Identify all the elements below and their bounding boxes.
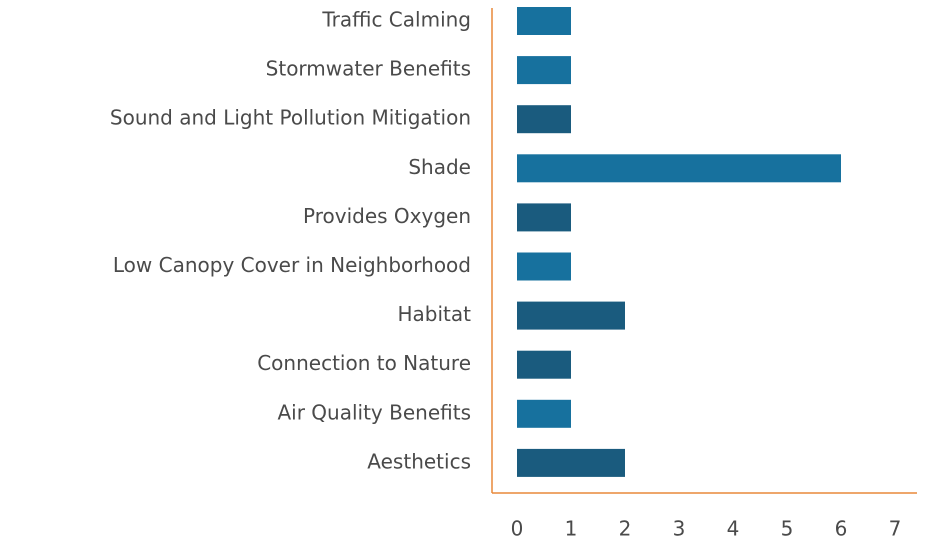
bar bbox=[517, 399, 571, 428]
y-tick-label: Habitat bbox=[398, 302, 472, 326]
y-tick-label: Provides Oxygen bbox=[303, 204, 471, 228]
x-tick-label: 6 bbox=[835, 517, 848, 541]
y-tick-label: Aesthetics bbox=[367, 449, 471, 473]
y-tick-label: Stormwater Benefits bbox=[266, 57, 471, 81]
y-tick-label: Air Quality Benefits bbox=[277, 400, 471, 424]
bar bbox=[517, 105, 571, 134]
y-tick-label: Low Canopy Cover in Neighborhood bbox=[113, 253, 471, 277]
bar bbox=[517, 203, 571, 232]
bar bbox=[517, 448, 625, 477]
x-tick-label: 4 bbox=[727, 517, 740, 541]
bar bbox=[517, 56, 571, 85]
x-tick-label: 1 bbox=[565, 517, 578, 541]
x-tick-label: 3 bbox=[673, 517, 686, 541]
bar bbox=[517, 154, 841, 183]
y-tick-label: Shade bbox=[408, 155, 471, 179]
bar bbox=[517, 7, 571, 35]
y-tick-label: Connection to Nature bbox=[257, 351, 471, 375]
x-tick-label: 0 bbox=[511, 517, 524, 541]
y-tick-label: Sound and Light Pollution Mitigation bbox=[110, 106, 471, 130]
bar bbox=[517, 350, 571, 379]
x-tick-label: 7 bbox=[889, 517, 902, 541]
x-tick-label: 5 bbox=[781, 517, 794, 541]
x-tick-label: 2 bbox=[619, 517, 632, 541]
bar bbox=[517, 252, 571, 281]
bar bbox=[517, 301, 625, 330]
y-tick-label: Traffic Calming bbox=[321, 8, 471, 32]
